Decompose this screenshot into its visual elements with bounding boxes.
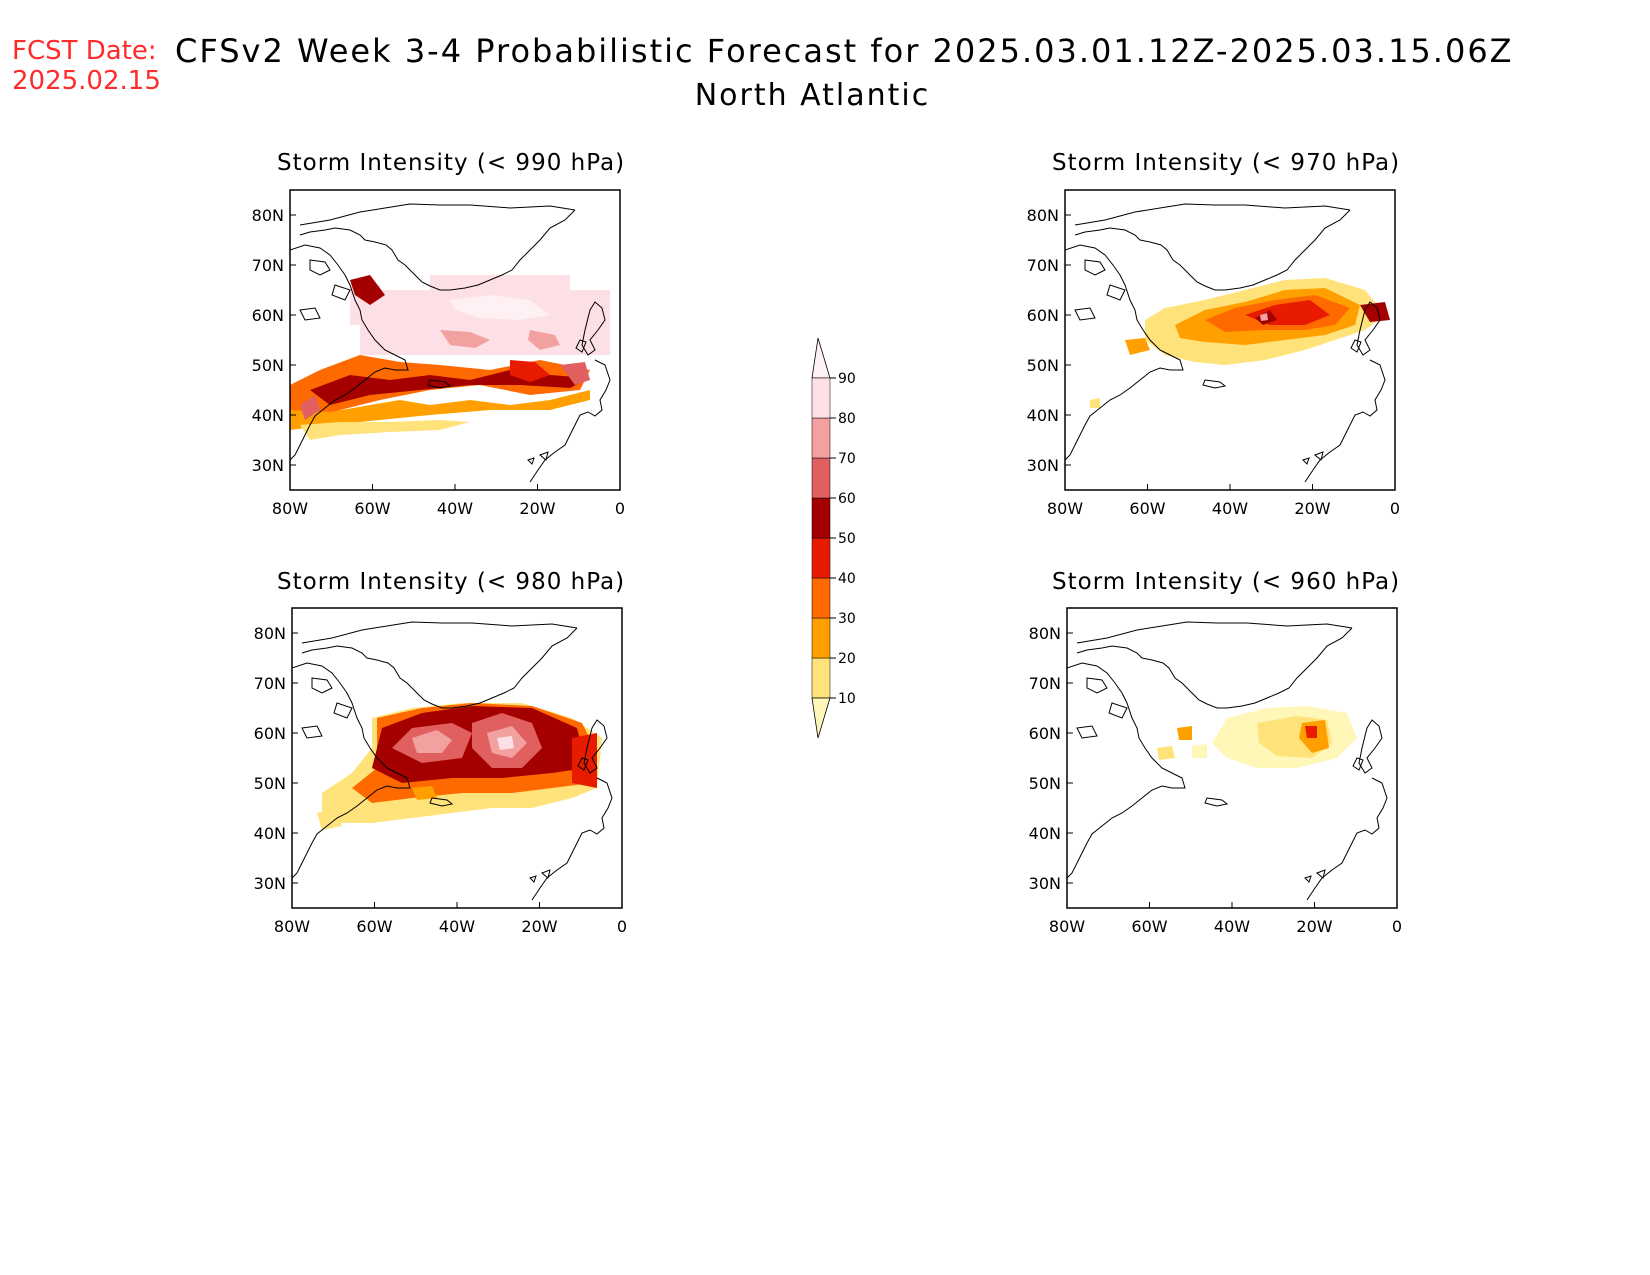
colorbar-box xyxy=(811,417,831,459)
lat-tick-label: 50N xyxy=(252,356,284,375)
lon-tick-label: 60W xyxy=(354,499,390,518)
panel-title-970: Storm Intensity (< 970 hPa) xyxy=(1052,150,1401,176)
fcst-date-label: FCST Date: 2025.02.15 xyxy=(12,36,161,96)
colorbar-label: 50 xyxy=(838,531,856,547)
lat-tick-label: 30N xyxy=(1029,874,1061,893)
colorbar-box xyxy=(811,577,831,619)
colorbar-label: 30 xyxy=(838,611,856,627)
probability-field-960 xyxy=(1157,706,1357,768)
page-title: CFSv2 Week 3-4 Probabilistic Forecast fo… xyxy=(175,32,1514,70)
lon-tick-label: 40W xyxy=(1214,917,1250,936)
axes-960: 80W 60W 40W 20W 0 80N 70N 60N 50N 40N 30N xyxy=(1029,624,1402,936)
probability-field-990 xyxy=(290,275,610,440)
colorbar-label: 20 xyxy=(838,651,856,667)
lon-tick-label: 40W xyxy=(439,917,475,936)
lat-tick-label: 80N xyxy=(1029,624,1061,643)
probability-field-980 xyxy=(317,703,602,830)
lat-tick-label: 70N xyxy=(254,674,286,693)
fcst-date: 2025.02.15 xyxy=(12,66,161,96)
colorbar-label: 70 xyxy=(838,451,856,467)
lon-tick-label: 20W xyxy=(519,499,555,518)
lat-tick-label: 80N xyxy=(1027,206,1059,225)
map-panel-970: 80W 60W 40W 20W 0 80N 70N 60N 50N 40N 30N xyxy=(1027,189,1400,518)
panel-title-980: Storm Intensity (< 980 hPa) xyxy=(277,569,626,595)
colorbar-labels: 10 20 30 40 50 60 70 80 90 xyxy=(830,371,856,707)
lon-tick-label: 0 xyxy=(1392,917,1402,936)
lon-tick-label: 40W xyxy=(1212,499,1248,518)
lon-tick-label: 80W xyxy=(1047,499,1083,518)
lon-tick-label: 0 xyxy=(615,499,625,518)
axes-980: 80W 60W 40W 20W 0 80N 70N 60N 50N 40N 30N xyxy=(254,624,627,936)
axes-990: 80W 60W 40W 20W 0 80N 70N 60N 50N 40N 30N xyxy=(252,206,625,518)
panel-title-990: Storm Intensity (< 990 hPa) xyxy=(277,150,626,176)
lon-tick-label: 80W xyxy=(272,499,308,518)
probability-field-970 xyxy=(1090,278,1390,408)
lon-tick-label: 0 xyxy=(617,917,627,936)
lat-tick-label: 30N xyxy=(254,874,286,893)
lat-tick-label: 30N xyxy=(1027,456,1059,475)
lon-tick-label: 60W xyxy=(356,917,392,936)
map-panel-980: 80W 60W 40W 20W 0 80N 70N 60N 50N 40N 30N xyxy=(254,607,627,936)
map-panel-960: 80W 60W 40W 20W 0 80N 70N 60N 50N 40N 30N xyxy=(1029,607,1402,936)
axes-970: 80W 60W 40W 20W 0 80N 70N 60N 50N 40N 30N xyxy=(1027,206,1400,518)
colorbar-box xyxy=(811,497,831,539)
fcst-label: FCST Date: xyxy=(12,36,157,66)
colorbar-box xyxy=(811,617,831,659)
colorbar-label: 40 xyxy=(838,571,856,587)
map-panel-990: 80W 60W 40W 20W 0 80N 70N 60N 50N 40N 30N xyxy=(252,189,625,518)
lat-tick-label: 60N xyxy=(254,724,286,743)
colorbar-bottom-cap xyxy=(811,697,831,739)
colorbar-top-cap xyxy=(811,337,831,379)
colorbar-box xyxy=(811,377,831,419)
lon-tick-label: 60W xyxy=(1131,917,1167,936)
colorbar-box xyxy=(811,537,831,579)
lat-tick-label: 80N xyxy=(254,624,286,643)
colorbar-label: 10 xyxy=(838,691,856,707)
lon-tick-label: 80W xyxy=(274,917,310,936)
lon-tick-label: 20W xyxy=(521,917,557,936)
lon-tick-label: 40W xyxy=(437,499,473,518)
colorbar-box xyxy=(811,657,831,699)
colorbar: 10 20 30 40 50 60 70 80 90 xyxy=(811,337,856,739)
lat-tick-label: 50N xyxy=(1027,356,1059,375)
panel-title-960: Storm Intensity (< 960 hPa) xyxy=(1052,569,1401,595)
lat-tick-label: 30N xyxy=(252,456,284,475)
lon-tick-label: 80W xyxy=(1049,917,1085,936)
lat-tick-label: 60N xyxy=(1029,724,1061,743)
lat-tick-label: 80N xyxy=(252,206,284,225)
colorbar-label: 60 xyxy=(838,491,856,507)
lat-tick-label: 70N xyxy=(1027,256,1059,275)
lon-tick-label: 60W xyxy=(1129,499,1165,518)
lat-tick-label: 40N xyxy=(1029,824,1061,843)
lon-tick-label: 0 xyxy=(1390,499,1400,518)
colorbar-label: 80 xyxy=(838,411,856,427)
colorbar-label: 90 xyxy=(838,371,856,387)
lat-tick-label: 60N xyxy=(252,306,284,325)
lat-tick-label: 60N xyxy=(1027,306,1059,325)
lon-tick-label: 20W xyxy=(1296,917,1332,936)
lat-tick-label: 40N xyxy=(1027,406,1059,425)
lat-tick-label: 70N xyxy=(252,256,284,275)
lat-tick-label: 50N xyxy=(1029,774,1061,793)
lat-tick-label: 40N xyxy=(254,824,286,843)
lat-tick-label: 40N xyxy=(252,406,284,425)
lat-tick-label: 50N xyxy=(254,774,286,793)
lon-tick-label: 20W xyxy=(1294,499,1330,518)
colorbar-box xyxy=(811,457,831,499)
region-title: North Atlantic xyxy=(694,78,931,113)
colorbar-boxes xyxy=(811,377,831,699)
lat-tick-label: 70N xyxy=(1029,674,1061,693)
